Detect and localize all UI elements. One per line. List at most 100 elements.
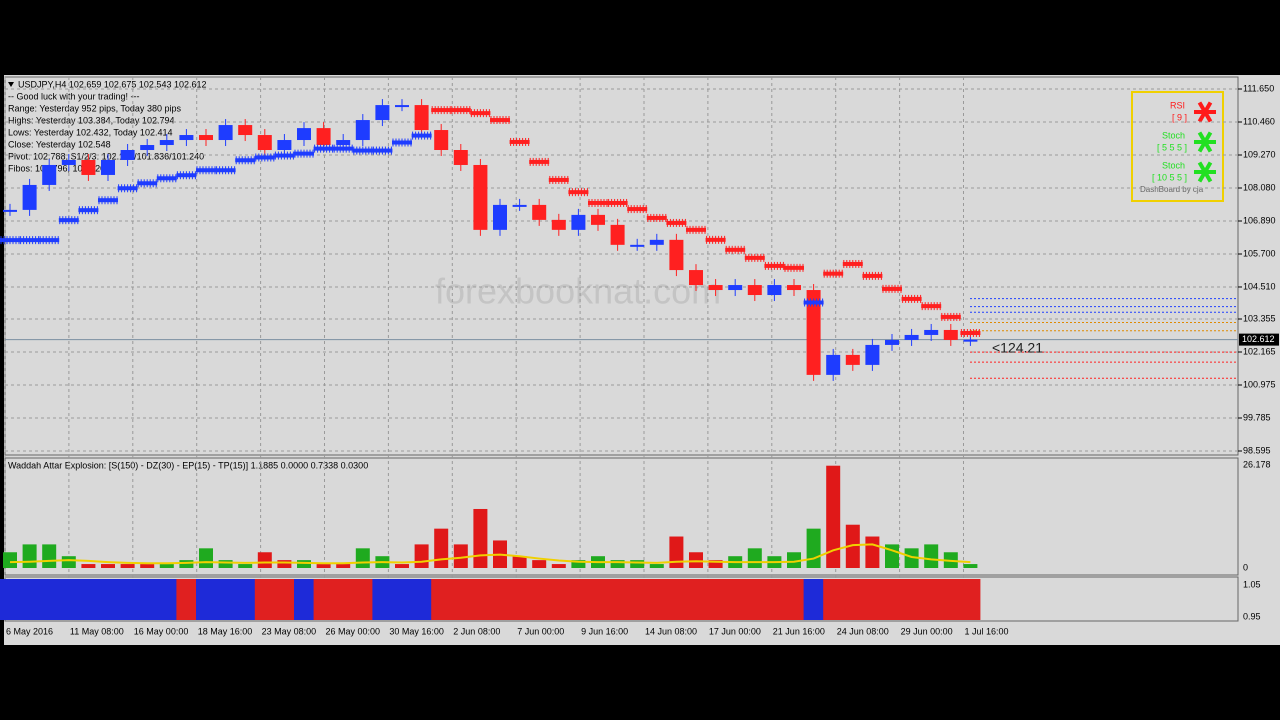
histogram-bar [218, 560, 233, 568]
histogram-bar [277, 560, 292, 568]
histogram-bar [257, 552, 272, 568]
histogram-bar [414, 544, 429, 568]
candle [120, 150, 135, 160]
trend-bar [862, 579, 883, 620]
candle [375, 105, 390, 121]
trend-bar [842, 579, 863, 620]
trend-bar [960, 579, 981, 620]
histogram-bar [199, 548, 213, 568]
candle [532, 204, 547, 220]
price-tick-label: 106.890 [1243, 215, 1276, 225]
dashboard-param: [ 10 5 5 ] [1152, 172, 1187, 182]
date-label: 26 May 00:00 [326, 626, 381, 636]
trend-bar [431, 579, 452, 620]
date-label: 1 Jul 16:00 [965, 626, 1009, 636]
candle [885, 339, 899, 345]
date-label: 24 Jun 08:00 [837, 626, 889, 636]
trend-bar [686, 579, 706, 620]
trend-bar [392, 579, 412, 620]
price-tick-label: 109.270 [1243, 149, 1276, 159]
price-tick-label: 104.510 [1243, 281, 1276, 291]
candle [649, 239, 664, 245]
histogram-bar [845, 524, 860, 568]
trend-bar [78, 579, 99, 620]
histogram-bar [42, 544, 57, 568]
info-line: -- Good luck with your trading! --- [8, 91, 140, 101]
trend-bar [372, 579, 393, 620]
trend-bar [509, 579, 530, 620]
candle [277, 140, 292, 151]
histogram-bar [159, 564, 174, 568]
trend-bar [490, 579, 510, 620]
trend-bar [450, 579, 471, 620]
candle [943, 329, 958, 340]
histogram-bar [787, 552, 801, 568]
histogram-bar [963, 564, 978, 568]
trend-bar [823, 579, 844, 620]
price-tick-label: 98.595 [1243, 445, 1271, 455]
histogram-bar [904, 548, 919, 568]
date-label: 23 May 08:00 [262, 626, 317, 636]
price-tick-label: 100.975 [1243, 379, 1276, 389]
trend-bar [196, 579, 216, 620]
indicator-tick-label: 0.95 [1243, 611, 1261, 621]
histogram-bar [669, 536, 684, 568]
candle [571, 214, 586, 230]
candle [140, 145, 155, 151]
trend-bar [646, 579, 667, 620]
trend-bar [39, 579, 60, 620]
trend-bar [333, 579, 354, 620]
candle [297, 128, 311, 141]
date-label: 18 May 16:00 [198, 626, 253, 636]
candle [453, 150, 468, 165]
candle [101, 159, 115, 175]
candle [434, 130, 449, 151]
dashboard-star [1197, 101, 1213, 123]
candle [747, 285, 762, 296]
histogram-bar [708, 560, 723, 568]
price-tick-label: 99.785 [1243, 412, 1271, 422]
trend-bar [176, 579, 197, 620]
trend-bar [568, 579, 589, 620]
histogram-bar [826, 465, 841, 568]
candle [904, 334, 919, 340]
candle [159, 140, 174, 146]
menu-arrow[interactable] [8, 82, 14, 87]
price-tick-label: 105.700 [1243, 248, 1276, 258]
date-label: 21 Jun 16:00 [773, 626, 825, 636]
price-tick-label: 110.460 [1243, 116, 1275, 126]
trend-bar [137, 579, 158, 620]
dashboard-star [1197, 131, 1213, 153]
trend-bar [882, 579, 902, 620]
trend-bar [156, 579, 177, 620]
date-label: 14 Jun 08:00 [645, 626, 697, 636]
info-line: Highs: Yesterday 103.384, Today 102.794 [8, 115, 174, 125]
histogram-bar [101, 564, 115, 568]
info-line: Range: Yesterday 952 pips, Today 380 pip… [8, 103, 181, 113]
trend-bar [352, 579, 373, 620]
histogram-bar [551, 564, 566, 568]
trend-bar [98, 579, 118, 620]
candle [81, 159, 96, 175]
range-label: <124.21 [992, 340, 1043, 356]
info-line: Fibos: 102.796, 103.020 [8, 163, 105, 173]
price-tick-label: 102.165 [1243, 346, 1276, 356]
date-label: 11 May 08:00 [70, 626, 124, 636]
histogram-bar [179, 560, 194, 568]
trend-bar [58, 579, 79, 620]
candle [787, 285, 801, 291]
date-label: 29 Jun 00:00 [901, 626, 953, 636]
histogram-bar [61, 556, 76, 568]
price-tick-label: 103.355 [1243, 313, 1276, 323]
trend-bar [254, 579, 275, 620]
date-label: 7 Jun 00:00 [517, 626, 564, 636]
candle [865, 344, 880, 365]
trend-bar [705, 579, 726, 620]
histogram-bar [434, 528, 449, 568]
candle [218, 125, 233, 141]
histogram-bar [22, 544, 37, 568]
info-line: Close: Yesterday 102.548 [8, 139, 111, 149]
histogram-bar [473, 508, 488, 568]
candle [806, 290, 821, 375]
